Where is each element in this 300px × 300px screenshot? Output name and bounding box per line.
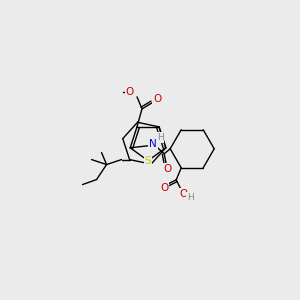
Text: H: H <box>187 193 194 202</box>
Text: O: O <box>160 183 168 193</box>
Text: O: O <box>163 164 171 174</box>
Text: H: H <box>157 133 164 142</box>
Text: O: O <box>179 189 187 199</box>
Text: S: S <box>145 156 151 166</box>
Text: N: N <box>149 139 157 149</box>
Text: O: O <box>153 94 161 104</box>
Text: O: O <box>126 87 134 97</box>
